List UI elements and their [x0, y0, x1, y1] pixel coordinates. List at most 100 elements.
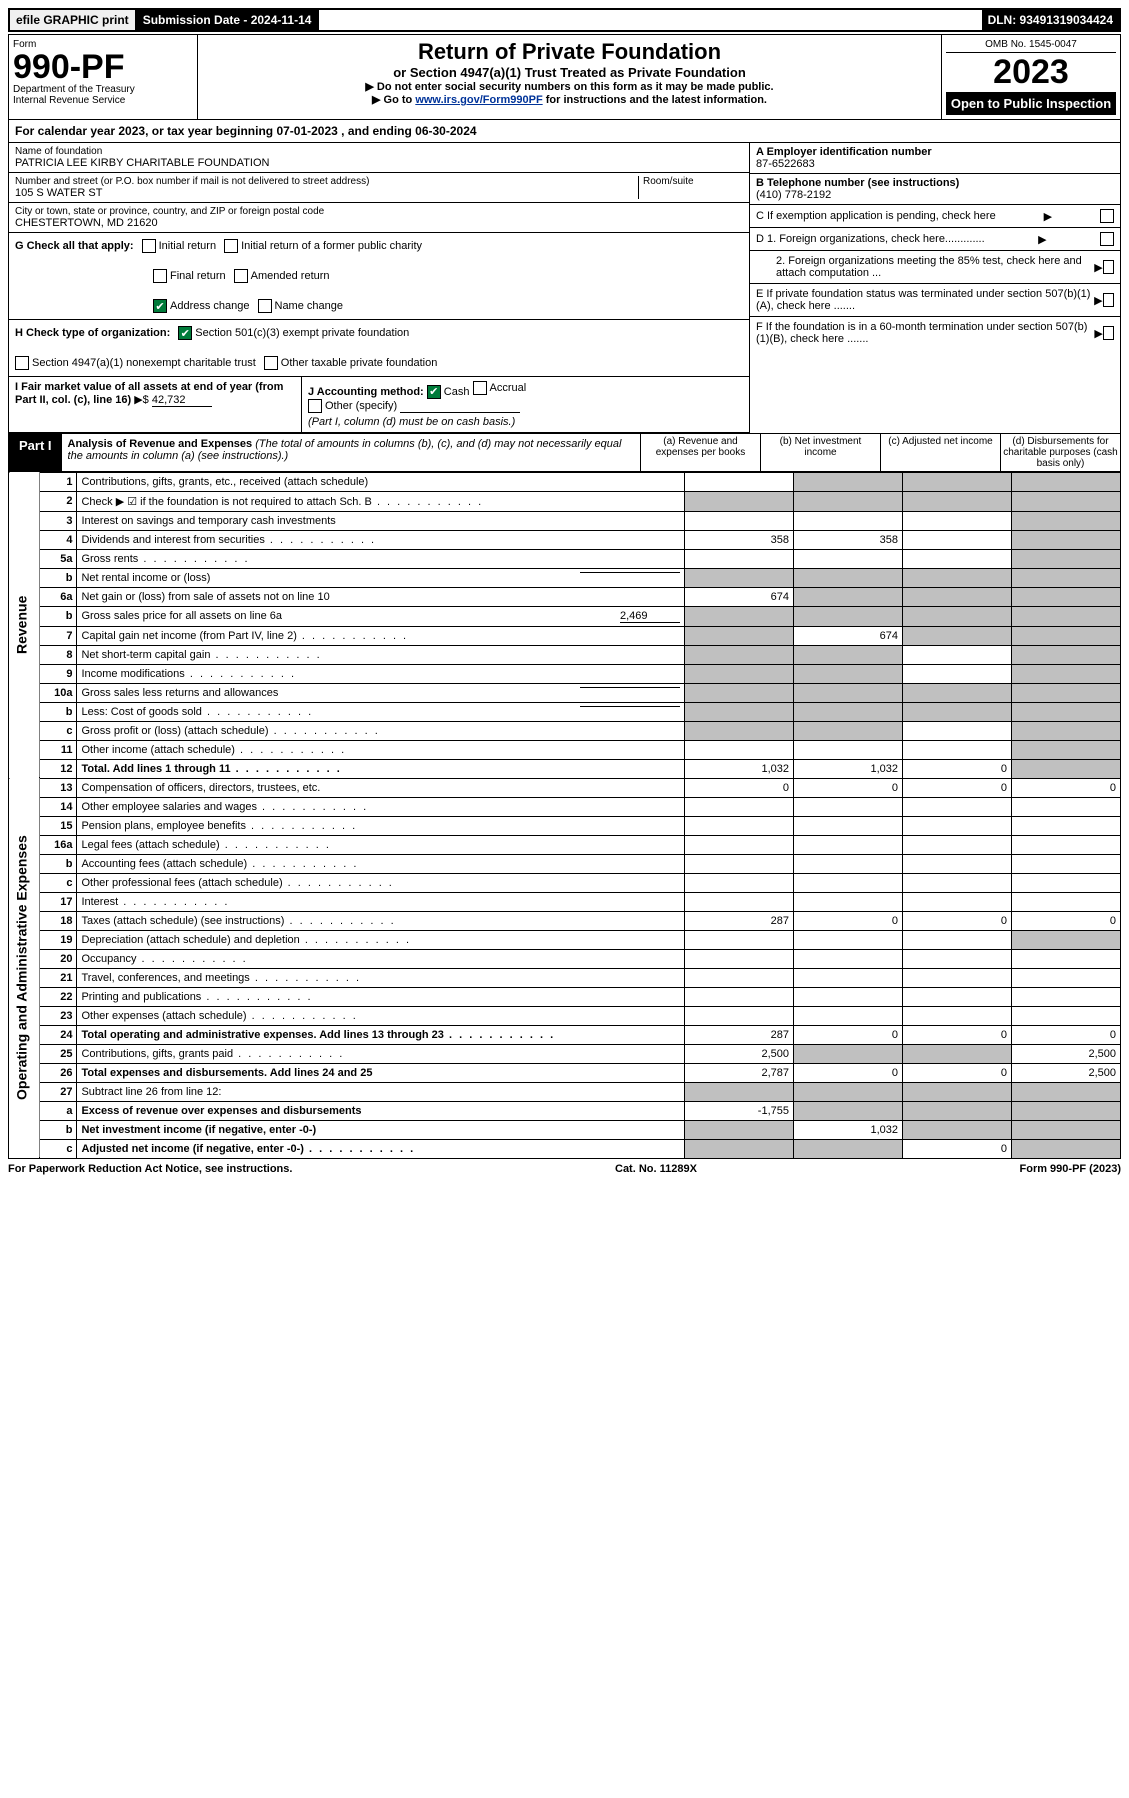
cell-c: [903, 816, 1012, 835]
cell-b: [794, 740, 903, 759]
cb-f[interactable]: [1103, 326, 1114, 340]
row-label: Dividends and interest from securities: [77, 530, 685, 549]
cell-a: [685, 626, 794, 645]
cb-other-method[interactable]: [308, 399, 322, 413]
table-row: 4Dividends and interest from securities3…: [9, 530, 1121, 549]
cell-a: [685, 549, 794, 568]
table-row: cGross profit or (loss) (attach schedule…: [9, 721, 1121, 740]
cell-d: 0: [1012, 778, 1121, 797]
row-label: Interest: [77, 892, 685, 911]
row-label: Other professional fees (attach schedule…: [77, 873, 685, 892]
cb-d1[interactable]: [1100, 232, 1114, 246]
table-row: bLess: Cost of goods sold: [9, 702, 1121, 721]
cell-c: [903, 949, 1012, 968]
cell-a: [685, 472, 794, 491]
efile-label[interactable]: efile GRAPHIC print: [10, 10, 137, 30]
g-label: G Check all that apply:: [15, 240, 134, 252]
cell-b: [794, 721, 903, 740]
h-row: H Check type of organization: ✔Section 5…: [9, 320, 749, 377]
row-label: Gross rents: [77, 549, 685, 568]
cell-c: [903, 721, 1012, 740]
cb-final[interactable]: [153, 269, 167, 283]
cb-address-change[interactable]: ✔: [153, 299, 167, 313]
cb-name-change[interactable]: [258, 299, 272, 313]
tax-year: 2023: [946, 53, 1116, 92]
cell-b: 674: [794, 626, 903, 645]
table-row: 14Other employee salaries and wages: [9, 797, 1121, 816]
table-row: aExcess of revenue over expenses and dis…: [9, 1101, 1121, 1120]
row-number: 9: [40, 664, 77, 683]
part1-header: Part I Analysis of Revenue and Expenses …: [8, 434, 1121, 472]
irs: Internal Revenue Service: [13, 95, 193, 106]
cb-c[interactable]: [1100, 209, 1114, 223]
cell-d: [1012, 549, 1121, 568]
col-b: (b) Net investment income: [760, 434, 880, 471]
cell-b: [794, 1082, 903, 1101]
cell-a: 2,787: [685, 1063, 794, 1082]
cell-c: [903, 987, 1012, 1006]
cell-b: [794, 587, 903, 606]
cell-a: [685, 664, 794, 683]
table-row: 7Capital gain net income (from Part IV, …: [9, 626, 1121, 645]
cell-a: -1,755: [685, 1101, 794, 1120]
i-label: I Fair market value of all assets at end…: [15, 381, 283, 406]
table-row: 21Travel, conferences, and meetings: [9, 968, 1121, 987]
row-label: Other expenses (attach schedule): [77, 1006, 685, 1025]
phone: (410) 778-2192: [756, 189, 1114, 201]
cell-a: [685, 797, 794, 816]
cell-d: [1012, 702, 1121, 721]
d2-label: 2. Foreign organizations meeting the 85%…: [756, 255, 1094, 279]
cb-initial-former[interactable]: [224, 239, 238, 253]
row-label: Total operating and administrative expen…: [77, 1025, 685, 1044]
cell-d: [1012, 949, 1121, 968]
row-number: 26: [40, 1063, 77, 1082]
cell-a: [685, 1120, 794, 1139]
cell-d: [1012, 626, 1121, 645]
cb-d2[interactable]: [1103, 260, 1114, 274]
cell-b: [794, 873, 903, 892]
cell-d: [1012, 606, 1121, 626]
cb-e[interactable]: [1103, 293, 1114, 307]
cb-cash[interactable]: ✔: [427, 385, 441, 399]
form-number: 990-PF: [13, 50, 193, 84]
cell-c: [903, 549, 1012, 568]
cb-other-tax[interactable]: [264, 356, 278, 370]
cell-a: 2,500: [685, 1044, 794, 1063]
cell-c: [903, 472, 1012, 491]
cell-d: [1012, 835, 1121, 854]
row-number: 10a: [40, 683, 77, 702]
part1-title: Analysis of Revenue and Expenses: [68, 438, 253, 450]
row-label: Subtract line 26 from line 12:: [77, 1082, 685, 1101]
cell-c: [903, 1101, 1012, 1120]
cell-c: [903, 606, 1012, 626]
table-row: bNet investment income (if negative, ent…: [9, 1120, 1121, 1139]
col-d: (d) Disbursements for charitable purpose…: [1000, 434, 1120, 471]
row-label: Check ▶ ☑ if the foundation is not requi…: [77, 491, 685, 511]
cb-accrual[interactable]: [473, 381, 487, 395]
cb-501c3[interactable]: ✔: [178, 326, 192, 340]
row-label: Gross profit or (loss) (attach schedule): [77, 721, 685, 740]
row-number: 27: [40, 1082, 77, 1101]
cell-b: [794, 968, 903, 987]
expenses-side-label: Operating and Administrative Expenses: [9, 778, 40, 1158]
table-row: bGross sales price for all assets on lin…: [9, 606, 1121, 626]
cb-amended[interactable]: [234, 269, 248, 283]
row-number: 2: [40, 491, 77, 511]
form-link[interactable]: www.irs.gov/Form990PF: [415, 94, 542, 106]
cell-a: 0: [685, 778, 794, 797]
footer-right: Form 990-PF (2023): [1020, 1163, 1121, 1175]
i-value: 42,732: [152, 394, 212, 407]
cell-c: 0: [903, 778, 1012, 797]
name-label: Name of foundation: [15, 146, 743, 157]
row-label: Interest on savings and temporary cash i…: [77, 511, 685, 530]
row-label: Total. Add lines 1 through 11: [77, 759, 685, 778]
cell-d: [1012, 816, 1121, 835]
cb-initial[interactable]: [142, 239, 156, 253]
cell-d: [1012, 797, 1121, 816]
cb-4947[interactable]: [15, 356, 29, 370]
cell-c: [903, 683, 1012, 702]
cell-a: 287: [685, 1025, 794, 1044]
cell-c: [903, 702, 1012, 721]
cell-c: [903, 835, 1012, 854]
row-number: c: [40, 873, 77, 892]
